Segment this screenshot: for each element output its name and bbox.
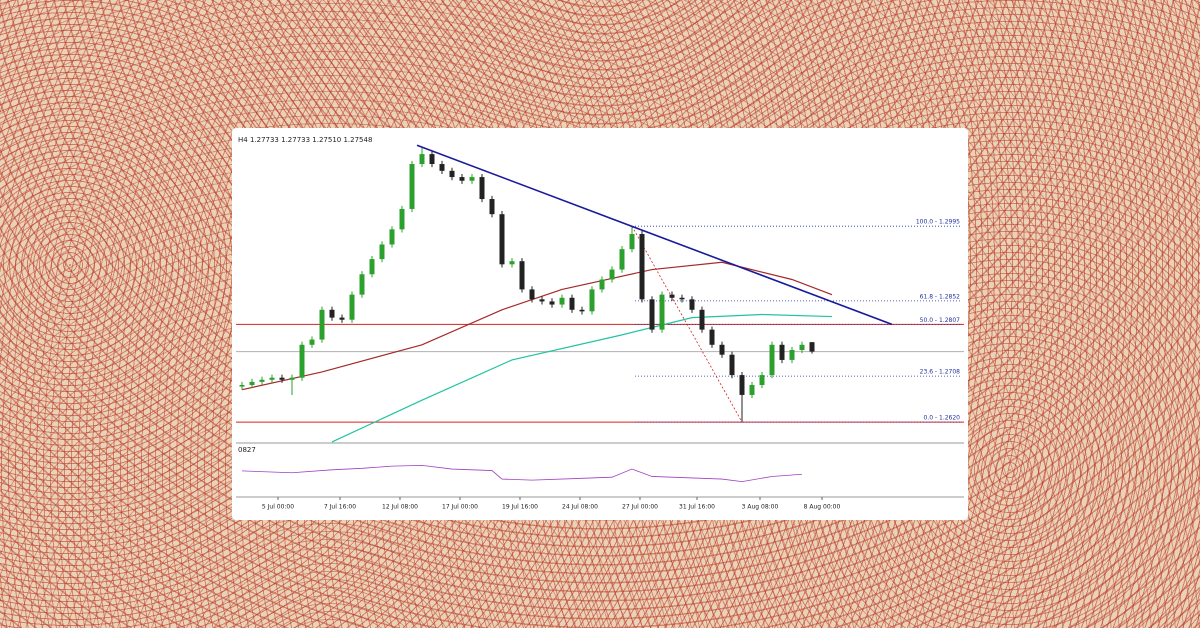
candle-body xyxy=(529,289,535,300)
candle-body xyxy=(569,297,575,310)
candle-body xyxy=(399,208,405,230)
candle-body xyxy=(699,309,705,330)
chart-title: H4 1.27733 1.27733 1.27510 1.27548 xyxy=(238,136,372,144)
candle-body xyxy=(489,199,495,215)
fib-label: 100.0 - 1.2995 xyxy=(916,219,960,226)
candle-body xyxy=(469,177,475,181)
candle-body xyxy=(809,342,815,352)
oscillator-line xyxy=(241,464,803,483)
candle-body xyxy=(559,297,565,305)
fib-diagonal xyxy=(631,226,743,423)
candle-body xyxy=(539,299,545,302)
fib-label: 0.0 - 1.2620 xyxy=(923,415,960,422)
moving-average xyxy=(241,261,833,391)
candle-body xyxy=(779,344,785,360)
candle-body xyxy=(329,309,335,318)
fib-label: 50.0 - 1.2807 xyxy=(920,317,961,324)
fib-label: 23.6 - 1.2708 xyxy=(920,369,961,376)
candle-body xyxy=(279,377,285,380)
candle-body xyxy=(759,375,765,386)
candle-body xyxy=(599,279,605,290)
candle-body xyxy=(409,164,415,209)
candle-body xyxy=(379,244,385,260)
candle-body xyxy=(269,377,275,380)
trendline xyxy=(416,144,893,326)
candle-body xyxy=(739,375,745,395)
candle-body xyxy=(799,344,805,351)
candle-body xyxy=(319,309,325,340)
moving-average xyxy=(331,313,833,443)
candle-body xyxy=(289,377,295,380)
x-tick-label: 27 Jul 00:00 xyxy=(622,504,658,511)
candle-body xyxy=(309,339,315,345)
candle-body xyxy=(729,354,735,376)
candle-body xyxy=(749,385,755,395)
x-tick-label: 3 Aug 08:00 xyxy=(742,504,779,511)
candle-body xyxy=(459,177,465,181)
candle-body xyxy=(499,214,505,265)
candle-body xyxy=(709,329,715,345)
candle-body xyxy=(369,259,375,275)
candle-body xyxy=(719,344,725,355)
x-tick-label: 31 Jul 16:00 xyxy=(679,504,715,511)
candle-body xyxy=(299,344,305,378)
x-tick-label: 8 Aug 00:00 xyxy=(804,504,841,511)
x-tick-label: 7 Jul 16:00 xyxy=(324,504,356,511)
candle-body xyxy=(579,309,585,312)
candle-body xyxy=(689,299,695,310)
candle-body xyxy=(629,234,635,250)
x-tick-label: 5 Jul 00:00 xyxy=(262,504,294,511)
candle-body xyxy=(259,379,265,382)
fib-label: 61.8 - 1.2852 xyxy=(920,293,961,300)
x-tick-label: 17 Jul 00:00 xyxy=(442,504,478,511)
candle-body xyxy=(789,350,795,360)
candle-body xyxy=(669,294,675,298)
x-tick-label: 24 Jul 08:00 xyxy=(562,504,598,511)
candle-body xyxy=(639,234,645,300)
candle-body xyxy=(349,294,355,320)
candle-body xyxy=(419,154,425,165)
candle-body xyxy=(589,289,595,312)
candle-body xyxy=(479,177,485,200)
candle-body xyxy=(359,274,365,295)
candle-body xyxy=(679,297,685,300)
candle-body xyxy=(659,294,665,330)
oscillator-title: 0827 xyxy=(238,446,256,454)
candle-body xyxy=(619,249,625,270)
candle-body xyxy=(609,269,615,280)
x-tick-label: 19 Jul 16:00 xyxy=(502,504,538,511)
candle-body xyxy=(549,301,555,305)
candle-body xyxy=(239,385,245,387)
candle-body xyxy=(429,154,435,165)
candle-body xyxy=(249,381,255,386)
candle-body xyxy=(769,344,775,376)
candle-body xyxy=(439,164,445,171)
candle-body xyxy=(519,261,525,290)
candle-body xyxy=(449,170,455,178)
candle-body xyxy=(389,229,395,245)
candle-body xyxy=(649,299,655,330)
candle-body xyxy=(339,317,345,320)
x-tick-label: 12 Jul 08:00 xyxy=(382,504,418,511)
candle-body xyxy=(509,261,515,265)
